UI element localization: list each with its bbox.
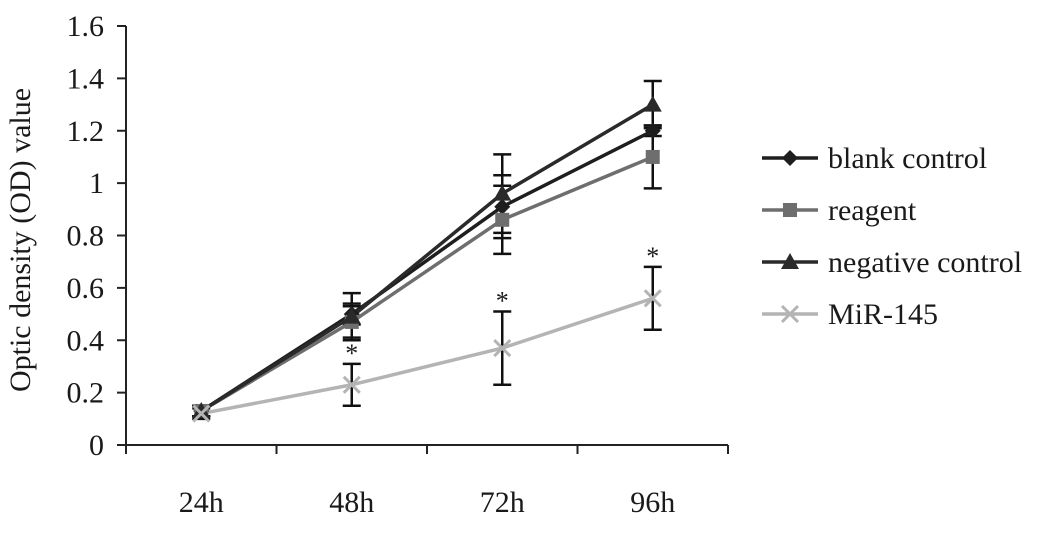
legend-marker [780,304,800,324]
data-point [342,307,361,324]
y-tick-label: 1 [89,167,104,200]
legend-marker [783,203,797,217]
data-point [342,375,361,394]
series-line-reagent [200,155,654,413]
series-markers [192,95,662,423]
x-axis-ticks: 24h 48h 72h 96h [125,445,729,519]
legend: blank control reagent negative control MiR-… [762,142,1022,331]
legend-label: blank control [828,142,987,175]
x-marker-stroke [342,375,361,394]
y-tick-label: 0.6 [67,272,105,305]
axes [125,26,728,446]
data-point [643,289,662,308]
y-tick-label: 1.4 [67,62,105,95]
x-tick-label: 96h [630,486,675,519]
x-tick-label: 48h [329,486,374,519]
x-tick-label: 24h [179,486,224,519]
y-tick-label: 0.8 [67,220,105,253]
data-point [644,122,661,139]
data-point [192,401,211,418]
data-point [643,95,662,112]
y-tick-label: 0.4 [67,324,105,357]
significance-markers: * * * [345,242,659,368]
significance-asterisk: * [345,339,358,368]
x-marker-stroke [643,289,662,308]
series-lines [200,103,654,416]
legend-label: MiR-145 [828,298,938,331]
x-tick-label: 72h [480,486,525,519]
data-point [493,184,512,201]
y-tick-label: 1.6 [67,10,105,43]
series-line-negative-control [200,103,654,413]
significance-asterisk: * [496,286,509,315]
legend-marker [781,253,799,269]
y-axis-ticks: 0 0.2 0.4 0.6 0.8 1 1.2 1.4 1.6 [67,10,126,462]
legend-label: negative control [828,246,1022,279]
y-tick-label: 1.2 [67,115,105,148]
y-tick-label: 0 [89,429,104,462]
significance-asterisk: * [646,242,659,271]
series-line-mir-145 [200,296,654,416]
legend-entry: negative control [762,246,1022,279]
y-axis-label: Optic density (OD) value [4,88,37,392]
legend-label: reagent [828,194,917,227]
data-point [645,149,660,164]
x-marker-stroke [192,404,211,423]
data-point [192,404,211,423]
x-marker-stroke [493,339,512,358]
legend-entry: MiR-145 [762,298,938,331]
data-point [495,212,510,227]
legend-marker [782,150,798,166]
data-point [493,339,512,358]
y-tick-label: 0.2 [67,377,105,410]
x-marker-stroke [780,304,800,324]
data-point [494,198,511,215]
legend-entry: reagent [762,194,917,227]
legend-entry: blank control [762,142,987,175]
